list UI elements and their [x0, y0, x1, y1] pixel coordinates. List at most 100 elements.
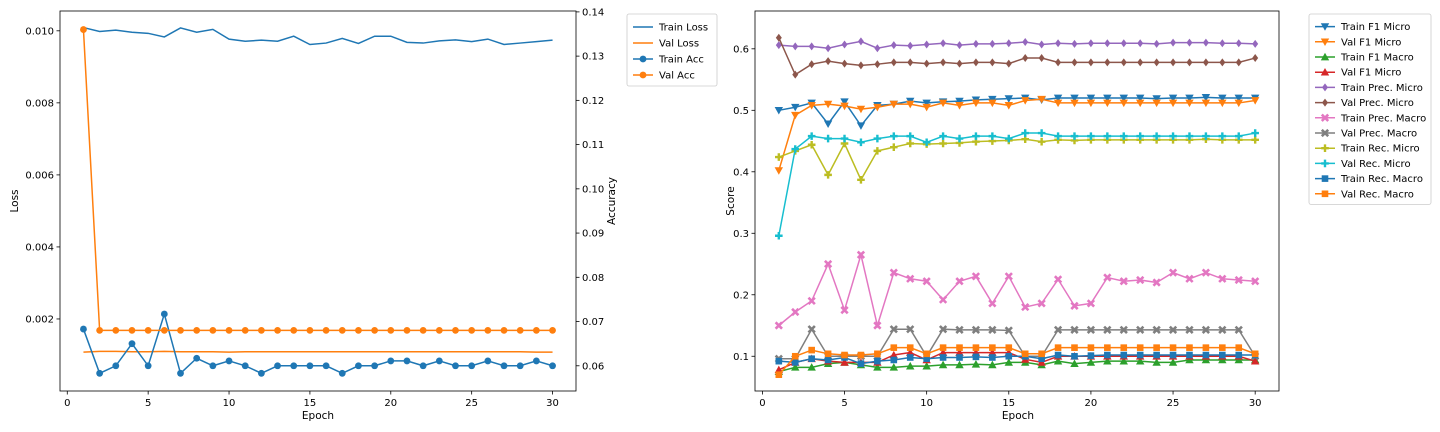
right-point-val-rec-micro	[873, 134, 882, 143]
right-point-train-prec-macro	[1234, 275, 1243, 285]
right-legend-marker	[1320, 23, 1330, 31]
left-point-val-acc	[549, 326, 556, 334]
right-point-train-f1-micro	[922, 99, 931, 108]
right-point-val-rec-micro	[1087, 132, 1095, 140]
right-point-train-rec-macro	[989, 354, 996, 361]
right-line-val-rec-micro	[778, 132, 1256, 236]
right-legend-marker	[1320, 113, 1330, 122]
right-point-val-prec-micro	[1235, 58, 1242, 67]
left-x-tick-label: 10	[223, 398, 236, 409]
left-point-train-acc	[468, 362, 476, 370]
left-x-ticks: 0 5 10 15 20 25 30	[64, 391, 559, 409]
left-point-train-acc	[193, 354, 201, 362]
right-y-tick-label: 0.4	[733, 167, 749, 178]
right-legend-marker	[1322, 98, 1328, 107]
left-point-train-acc	[80, 325, 87, 333]
left-point-val-acc	[306, 326, 314, 334]
right-point-train-f1-micro	[1218, 94, 1227, 103]
right-x-tick-label: 20	[1085, 398, 1098, 409]
right-point-train-rec-macro	[1005, 352, 1013, 360]
right-point-train-prec-micro	[1170, 38, 1177, 47]
right-point-train-rec-macro	[1235, 351, 1243, 359]
right-point-train-prec-micro	[1005, 39, 1012, 48]
left-point-train-acc	[532, 357, 540, 365]
left-point-train-acc	[112, 362, 120, 370]
left-point-val-acc	[160, 326, 168, 334]
right-point-val-prec-micro	[1071, 58, 1078, 67]
right-point-val-rec-macro	[1219, 344, 1226, 351]
right-point-train-rec-macro	[972, 353, 980, 361]
left-point-train-acc	[516, 362, 524, 370]
left-point-train-acc	[322, 362, 330, 370]
right-legend-marker	[1320, 68, 1330, 76]
right-point-train-f1-micro	[1135, 94, 1145, 103]
right-point-val-prec-macro	[1119, 325, 1128, 334]
left-acc-y-tick-label: 0.11	[582, 140, 604, 151]
right-point-val-prec-macro	[807, 325, 816, 334]
right-point-val-rec-macro	[923, 350, 930, 358]
right-point-train-f1-macro	[791, 363, 800, 371]
right-point-val-prec-macro	[1218, 325, 1227, 334]
right-point-train-f1-macro	[807, 363, 816, 371]
right-point-val-rec-micro	[1218, 132, 1227, 140]
left-legend-marker	[639, 55, 647, 63]
right-point-val-prec-micro	[841, 59, 848, 68]
right-point-train-f1-macro	[971, 360, 981, 368]
right-point-train-prec-micro	[1038, 40, 1045, 49]
left-point-train-acc	[371, 362, 379, 370]
right-legend-item: Train Rec. Macro	[1315, 174, 1423, 185]
right-point-val-rec-macro	[1153, 344, 1160, 351]
left-point-train-acc	[419, 362, 427, 370]
right-point-train-prec-micro	[1087, 39, 1094, 48]
right-point-val-f1-micro	[1053, 99, 1063, 108]
left-point-val-acc	[484, 326, 492, 334]
left-point-train-acc	[403, 357, 411, 365]
right-point-train-prec-macro	[823, 259, 833, 269]
right-legend-marker	[1322, 83, 1328, 92]
right-series-train-prec-macro	[774, 250, 1260, 330]
right-point-val-f1-micro	[1037, 95, 1046, 104]
left-point-train-acc	[387, 357, 395, 365]
left-point-train-acc	[290, 362, 298, 370]
right-point-train-rec-macro	[923, 355, 930, 363]
right-point-val-rec-macro	[791, 352, 799, 360]
right-point-train-prec-micro	[1219, 39, 1226, 48]
right-point-val-rec-micro	[890, 132, 898, 140]
left-point-train-acc	[241, 362, 249, 370]
left-y-axis-label-accuracy: Accuracy	[606, 177, 618, 225]
right-legend-label: Train Prec. Macro	[1340, 113, 1426, 124]
right-point-val-rec-macro	[1251, 350, 1259, 358]
right-point-val-rec-micro	[1136, 132, 1144, 140]
left-series-train-acc	[80, 310, 556, 377]
right-line-train-rec-micro	[778, 138, 1256, 182]
left-point-train-acc	[96, 369, 104, 377]
left-series-val-acc	[80, 26, 556, 334]
right-point-val-prec-macro	[1053, 325, 1063, 334]
left-loss-y-tick-label: 0.006	[25, 170, 54, 181]
right-point-val-prec-micro	[1055, 58, 1062, 67]
right-point-val-f1-micro	[791, 111, 800, 120]
right-point-train-prec-macro	[988, 299, 997, 308]
right-legend-item: Train Prec. Macro	[1315, 113, 1426, 124]
left-x-tick-label: 5	[145, 398, 151, 409]
right-legend: Train F1 Micro Val F1 Micro Train F1 Macro…	[1308, 13, 1432, 205]
right-point-val-rec-macro	[775, 371, 783, 379]
right-point-val-f1-micro	[955, 102, 964, 110]
right-point-val-rec-micro	[1152, 132, 1161, 140]
left-legend: Train Loss Val Loss Train Acc Val Acc	[626, 13, 718, 87]
right-point-train-f1-micro	[1119, 94, 1128, 103]
right-point-val-f1-micro	[988, 348, 997, 356]
right-point-train-prec-macro	[922, 277, 931, 286]
left-point-val-acc	[209, 326, 217, 334]
right-point-val-f1-micro	[889, 100, 899, 109]
right-point-val-rec-macro	[906, 344, 914, 351]
left-point-train-acc	[435, 357, 443, 365]
left-legend-label: Train Acc	[658, 55, 704, 66]
right-point-val-prec-micro	[1005, 59, 1012, 68]
right-point-val-rec-micro	[922, 138, 931, 147]
left-line-val-acc	[82, 29, 553, 332]
right-point-val-prec-micro	[1186, 58, 1193, 67]
right-point-train-rec-macro	[1169, 351, 1177, 359]
right-point-val-rec-macro	[1005, 344, 1013, 351]
left-x-tick-label: 0	[64, 398, 70, 409]
